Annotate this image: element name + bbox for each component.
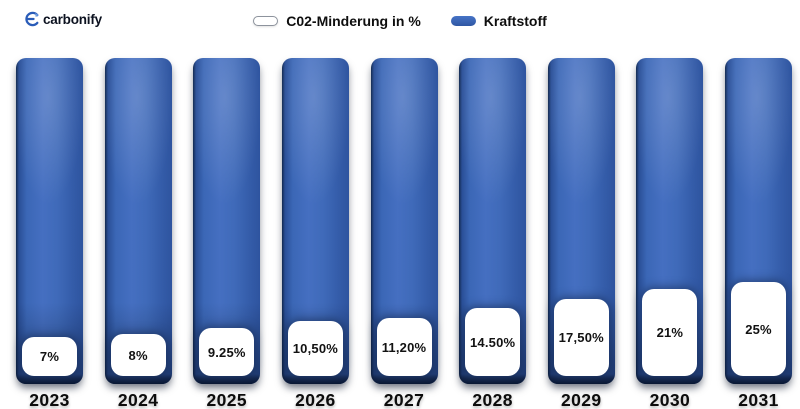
legend-swatch-white [253,16,279,26]
co2-value-box: 8% [110,334,166,376]
year-label: 2028 [472,390,513,409]
fuel-bar: 7% [16,58,83,384]
legend-item-fuel: Kraftstoff [450,13,547,29]
co2-value-label: 17,50% [558,330,604,345]
fuel-bar: 11,20% [370,58,438,384]
fuel-bar: 10,50% [281,58,349,384]
co2-value-box: 7% [22,337,77,376]
co2-value-label: 10,50% [292,341,339,356]
co2-value-label: 14.50% [469,334,516,350]
legend-label-co2: C02-Minderung in % [286,13,421,29]
carbonify-logo-icon [25,11,39,27]
year-label: 2029 [560,390,602,409]
bar-column: 25% 2031 [725,58,792,409]
co2-value-box: 21% [642,289,698,376]
co2-value-box: 10,50% [287,321,343,376]
year-label: 2024 [117,390,159,409]
co2-value-label: 11,20% [381,339,427,355]
co2-value-label: 8% [128,347,148,363]
fuel-bar: 14.50% [459,58,527,384]
year-label: 2031 [738,390,779,409]
co2-value-box: 14.50% [465,308,521,376]
brand-name: carbonify [43,11,102,27]
bar-column: 9.25% 2025 [193,58,261,409]
year-label: 2027 [383,390,425,409]
bar-chart: 7% 2023 8% 2024 9.25% 2025 [16,58,792,409]
bar-column: 11,20% 2027 [370,58,438,409]
year-label: 2023 [29,390,70,409]
legend-swatch-blue [450,16,476,26]
fuel-bar: 21% [636,58,704,384]
legend-item-co2: C02-Minderung in % [253,13,421,29]
fuel-bar: 25% [725,58,792,384]
co2-value-box: 9.25% [199,328,255,376]
bar-column: 10,50% 2026 [281,58,349,409]
fuel-bar: 17,50% [547,58,615,384]
chart-legend: C02-Minderung in % Kraftstoff [0,13,800,29]
brand-logo: carbonify [24,11,102,27]
co2-value-box: 25% [731,282,786,376]
co2-value-label: 7% [39,349,60,364]
legend-label-fuel: Kraftstoff [483,13,547,29]
year-label: 2026 [295,390,336,409]
bar-column: 14.50% 2028 [459,58,527,409]
year-label: 2025 [206,390,248,409]
bar-column: 7% 2023 [16,58,83,409]
year-label: 2030 [649,390,691,409]
fuel-bar: 9.25% [193,58,261,384]
co2-value-label: 25% [745,321,772,337]
co2-value-label: 21% [656,325,684,340]
co2-value-box: 17,50% [553,299,609,376]
fuel-bar: 8% [104,58,172,384]
bar-column: 8% 2024 [104,58,172,409]
bar-column: 21% 2030 [636,58,704,409]
co2-value-box: 11,20% [376,318,432,376]
bar-column: 17,50% 2029 [547,58,615,409]
co2-value-label: 9.25% [207,344,246,360]
